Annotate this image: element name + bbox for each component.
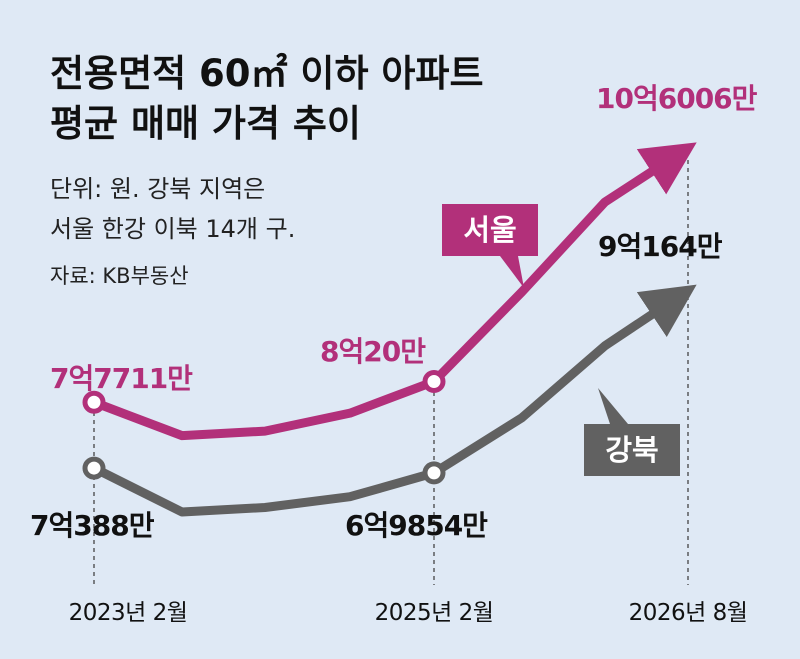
value-label-seoul-2: 10억6006만 xyxy=(596,82,758,115)
chart-title-line2: 평균 매매 가격 추이 xyxy=(50,102,361,145)
series-tag-label-gangbuk: 강북 xyxy=(605,433,658,467)
series-line-gangbuk xyxy=(91,284,697,517)
series-tag-tail-seoul xyxy=(500,256,524,288)
x-tick-label-0: 2023년 2월 xyxy=(69,600,188,626)
x-tick-label-1: 2025년 2월 xyxy=(375,600,494,626)
source-note: 자료: KB부동산 xyxy=(50,264,189,288)
chart-title-line1: 전용면적 60㎡ 이하 아파트 xyxy=(50,52,484,95)
value-label-gangbuk-1: 6억9854만 xyxy=(345,509,488,542)
value-label-gangbuk-2: 9억164만 xyxy=(598,230,723,263)
value-label-gangbuk-0: 7억388만 xyxy=(30,509,155,542)
data-point-gangbuk-0 xyxy=(82,456,106,480)
value-label-seoul-1: 8억20만 xyxy=(320,335,426,368)
series-tag-box-gangbuk xyxy=(584,424,680,476)
data-point-seoul-0 xyxy=(82,390,106,414)
series-tag-box-seoul xyxy=(442,204,538,256)
data-point-gangbuk-4 xyxy=(422,461,446,485)
unit-note-line2: 서울 한강 이북 14개 구. xyxy=(50,215,295,243)
value-label-seoul-0: 7억7711만 xyxy=(50,362,193,395)
data-point-seoul-4 xyxy=(422,370,446,394)
x-tick-label-2: 2026년 8월 xyxy=(629,600,748,626)
series-line-seoul xyxy=(92,142,697,441)
series-tag-tail-gangbuk xyxy=(598,388,628,424)
unit-note-line1: 단위: 원. 강북 지역은 xyxy=(50,175,265,203)
series-tag-label-seoul: 서울 xyxy=(463,213,516,247)
